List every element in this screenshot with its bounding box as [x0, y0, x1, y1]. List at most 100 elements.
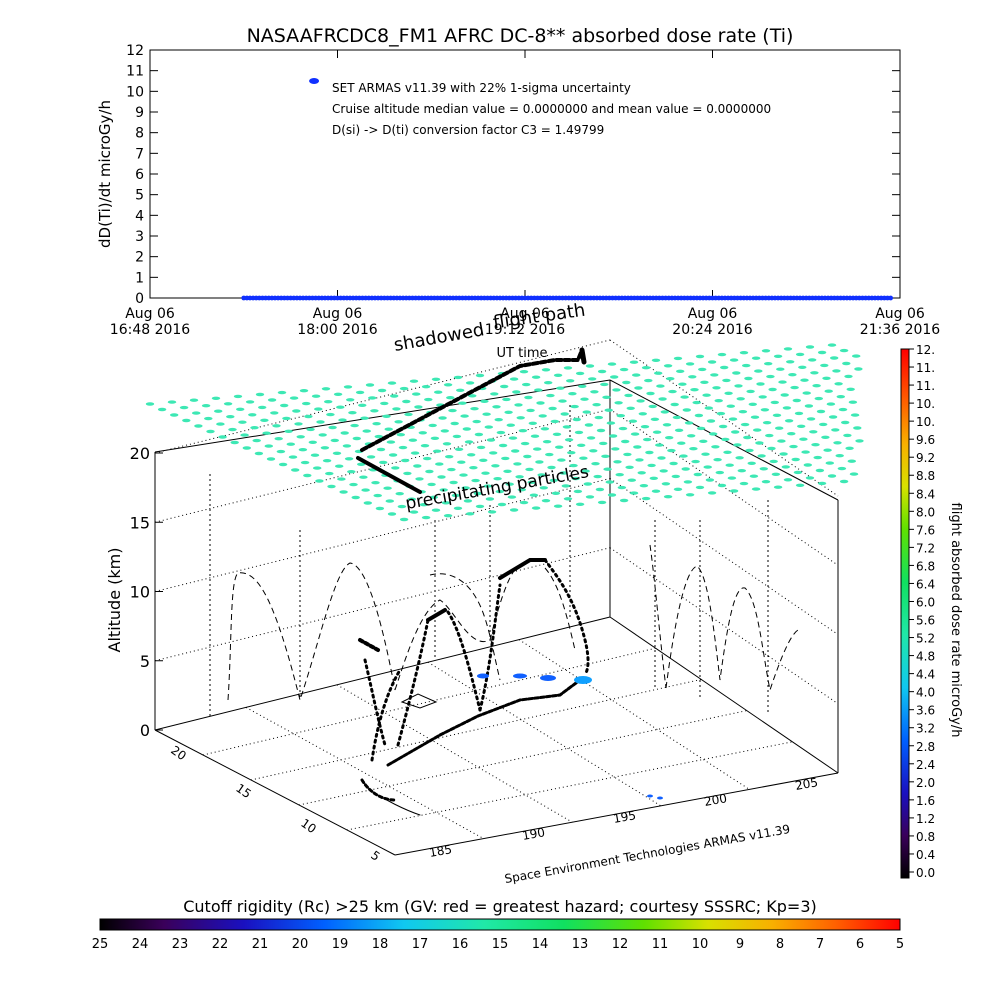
particle-cell [790, 385, 799, 390]
particle-cell [845, 446, 854, 450]
particle-cell [636, 399, 645, 403]
particle-cell [347, 470, 356, 474]
particle-cell [607, 362, 617, 366]
particle-cell [589, 449, 598, 453]
particle-cell [608, 434, 618, 438]
particle-cell [570, 404, 579, 409]
particle-cell [248, 413, 257, 417]
particle-cell [551, 491, 561, 495]
particle-cell [637, 471, 646, 475]
particle-cell [817, 350, 827, 355]
particle-cell [427, 482, 436, 487]
particle-cell [663, 364, 673, 368]
particle-cell [628, 419, 638, 423]
particle-cell [799, 437, 808, 441]
particle-cell [768, 387, 777, 392]
particle-cell [324, 400, 333, 404]
particle-cell [509, 377, 519, 381]
particle-cell [238, 420, 247, 424]
particle-cell [189, 398, 199, 402]
particle-cell [519, 500, 529, 505]
dose-colorbar: 0.0 0.4 0.8 1.2 1.6 2.0 2.4 2.8 3.2 3.6 4.0 4.4 4.8 5… [900, 343, 963, 880]
particle-cell [753, 428, 762, 432]
colorbar-tick-label: 19 [332, 937, 349, 952]
particle-cell [800, 378, 809, 382]
z-axis: 0 5 10 15 20 [130, 444, 163, 740]
floor-gridline-lon [427, 661, 662, 807]
y-tick-label: 7 [135, 146, 144, 162]
particle-cell [838, 407, 848, 412]
particle-cell [834, 382, 843, 386]
particle-cell [548, 406, 557, 411]
particle-cell [435, 462, 444, 466]
particle-cell [536, 401, 545, 405]
particle-cell [619, 498, 629, 503]
particle-cell [767, 446, 776, 451]
particle-cell [733, 443, 742, 447]
particle-cell [537, 473, 546, 477]
x-tick-label-time: 19:12 2016 [485, 322, 566, 338]
colorbar-tick-label: 10 [692, 937, 709, 952]
particle-cell [619, 367, 629, 372]
particle-cell [515, 475, 524, 479]
rigidity-colorbar-ticks: 25 24 23 22 21 20 19 18 17 16 15 14 13 12 11 10 9 8 7 6 5 [92, 937, 904, 952]
particle-cell [794, 411, 804, 416]
particle-cell [582, 410, 591, 414]
particle-cell [725, 463, 734, 467]
particle-cell [621, 439, 630, 444]
particle-cell [472, 419, 481, 424]
colorbar-tick-label: 11 [652, 937, 669, 952]
particle-cell [639, 484, 649, 488]
particle-cell [533, 447, 542, 451]
particle-cell [802, 391, 811, 395]
particle-cell [761, 480, 771, 484]
particle-cell [282, 416, 291, 421]
particle-cell [612, 388, 621, 392]
colorbar-tick-label: 25 [92, 937, 109, 952]
particle-cell [572, 417, 581, 422]
particle-cell [787, 432, 796, 436]
particle-cell [404, 412, 413, 417]
particle-cell [695, 354, 705, 359]
colorbar-tick-label: 0.8 [916, 830, 935, 844]
particle-cell [645, 450, 654, 455]
particle-cell [302, 401, 311, 406]
particle-cell [651, 489, 661, 493]
x-tick-label-date: Aug 06 [500, 306, 550, 322]
particle-cell [777, 439, 786, 443]
particle-cell [640, 425, 650, 429]
lon-tick-label: 185 [428, 842, 453, 860]
z-tick-label: 15 [130, 513, 150, 532]
particle-cell [826, 402, 836, 406]
particle-cell [729, 358, 739, 362]
particle-cell [749, 474, 759, 478]
particle-cell [474, 432, 484, 437]
particle-cell [712, 386, 721, 390]
particle-cell [276, 449, 286, 454]
particle-cell [399, 386, 409, 391]
particle-cell [707, 360, 717, 364]
particle-cell [338, 418, 347, 422]
vertical-drop-lines [209, 405, 769, 718]
particle-cell [682, 408, 691, 412]
particle-cell [663, 495, 673, 499]
particle-cell [440, 429, 449, 433]
particle-cell [651, 358, 661, 362]
particle-cell [672, 415, 682, 420]
particle-cell [357, 462, 366, 466]
particle-cell [568, 392, 577, 396]
particle-cell [245, 400, 255, 404]
particle-cell [731, 430, 740, 434]
particle-cell [437, 475, 446, 479]
particle-cell [339, 490, 348, 494]
particle-cell [718, 424, 728, 429]
y-tick-label: 2 [135, 250, 144, 266]
particle-cell [516, 416, 525, 420]
particle-cell [300, 460, 310, 465]
particle-cell [623, 452, 632, 457]
floor-gridline-lat [298, 710, 747, 806]
particle-cell [670, 402, 679, 407]
particle-cell [517, 488, 526, 492]
particle-cell [762, 421, 772, 425]
particle-cell [674, 428, 684, 432]
